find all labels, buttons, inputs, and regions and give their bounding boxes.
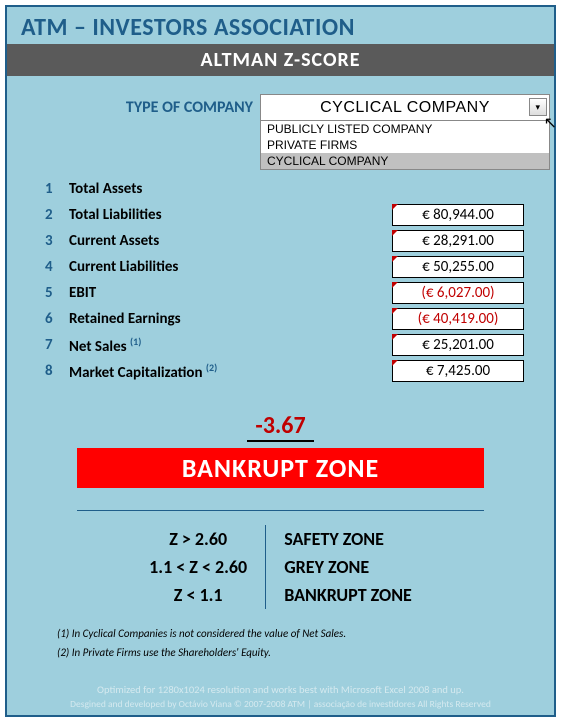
row-number: 2 <box>45 206 69 224</box>
row-label: Current Assets <box>69 232 392 250</box>
footnotes: (1) In Cyclical Companies is not conside… <box>57 627 554 659</box>
value-cell[interactable]: € 50,255.00 <box>392 256 524 278</box>
row-label: EBIT <box>69 284 392 302</box>
input-row: 4Current Liabilities€ 50,255.00 <box>45 255 524 279</box>
value-cell[interactable]: € 25,201.00 <box>392 334 524 356</box>
row-number: 3 <box>45 232 69 250</box>
input-row: 2Total Liabilities€ 80,944.00 <box>45 203 524 227</box>
company-type-label: TYPE OF COMPANY <box>7 98 257 117</box>
legend-cond: Z < 1.1 <box>149 581 247 609</box>
company-type-selected[interactable]: CYCLICAL COMPANY ▾ <box>261 95 549 121</box>
row-label: Market Capitalization (2) <box>69 361 392 382</box>
company-type-dropdown[interactable]: CYCLICAL COMPANY ▾ PUBLICLY LISTED COMPA… <box>260 94 550 170</box>
legend-zones: SAFETY ZONE GREY ZONE BANKRUPT ZONE <box>266 525 430 609</box>
row-number: 8 <box>45 362 69 380</box>
footnote-2: (2) In Private Firms use the Shareholder… <box>57 646 554 659</box>
row-label: Retained Earnings <box>69 310 392 328</box>
company-type-option[interactable]: PUBLICLY LISTED COMPANY <box>261 121 549 137</box>
footer-line-1: Optimized for 1280x1024 resolution and w… <box>7 683 554 697</box>
row-label: Total Assets <box>69 180 524 198</box>
row-label: Net Sales (1) <box>69 335 392 356</box>
company-type-options: PUBLICLY LISTED COMPANY PRIVATE FIRMS CY… <box>261 121 549 169</box>
superscript: (1) <box>130 335 141 348</box>
company-type-option[interactable]: CYCLICAL COMPANY <box>261 153 549 169</box>
footnote-1: (1) In Cyclical Companies is not conside… <box>57 627 554 640</box>
company-type-selected-text: CYCLICAL COMPANY <box>320 99 490 117</box>
footer: Optimized for 1280x1024 resolution and w… <box>7 683 554 711</box>
legend-cond: Z > 2.60 <box>149 525 247 553</box>
footer-line-2: Desgined and developed by Octávio Viana … <box>7 697 554 711</box>
legend-table: Z > 2.60 1.1 < Z < 2.60 Z < 1.1 SAFETY Z… <box>7 525 554 609</box>
legend-conditions: Z > 2.60 1.1 < Z < 2.60 Z < 1.1 <box>131 525 266 609</box>
input-row: 1Total Assets <box>45 177 524 201</box>
input-row: 3Current Assets€ 28,291.00 <box>45 229 524 253</box>
value-cell[interactable]: € 28,291.00 <box>392 230 524 252</box>
row-number: 7 <box>45 336 69 354</box>
subtitle-bar: ALTMAN Z-SCORE <box>7 44 554 76</box>
value-cell[interactable]: (€ 40,419.00) <box>392 308 524 330</box>
inputs-table: 1Total Assets2Total Liabilities€ 80,944.… <box>7 177 554 383</box>
input-row: 5EBIT(€ 6,027.00) <box>45 281 524 305</box>
input-row: 6Retained Earnings(€ 40,419.00) <box>45 307 524 331</box>
superscript: (2) <box>206 361 217 374</box>
legend-zone: SAFETY ZONE <box>284 525 412 553</box>
row-number: 5 <box>45 284 69 302</box>
value-cell[interactable]: (€ 6,027.00) <box>392 282 524 304</box>
legend-zone: GREY ZONE <box>284 553 412 581</box>
legend-zone: BANKRUPT ZONE <box>284 581 412 609</box>
app-title: ATM – INVESTORS ASSOCIATION <box>7 7 554 44</box>
input-row: 7Net Sales (1)€ 25,201.00 <box>45 333 524 357</box>
row-number: 6 <box>45 310 69 328</box>
zone-band: BANKRUPT ZONE <box>77 448 484 488</box>
value-cell[interactable]: € 7,425.00 <box>392 360 524 382</box>
divider <box>77 510 484 511</box>
row-label: Total Liabilities <box>69 206 392 224</box>
legend-cond: 1.1 < Z < 2.60 <box>149 553 247 581</box>
row-number: 1 <box>45 180 69 198</box>
company-type-row: TYPE OF COMPANY CYCLICAL COMPANY ▾ PUBLI… <box>7 98 554 117</box>
company-type-option[interactable]: PRIVATE FIRMS <box>261 137 549 153</box>
main-panel: ATM – INVESTORS ASSOCIATION ALTMAN Z-SCO… <box>5 5 556 717</box>
row-number: 4 <box>45 258 69 276</box>
z-score-value: -3.67 <box>247 411 313 442</box>
input-row: 8Market Capitalization (2)€ 7,425.00 <box>45 359 524 383</box>
chevron-down-icon[interactable]: ▾ <box>529 98 547 116</box>
value-cell[interactable]: € 80,944.00 <box>392 204 524 226</box>
row-label: Current Liabilities <box>69 258 392 276</box>
score-block: -3.67 <box>7 411 554 442</box>
